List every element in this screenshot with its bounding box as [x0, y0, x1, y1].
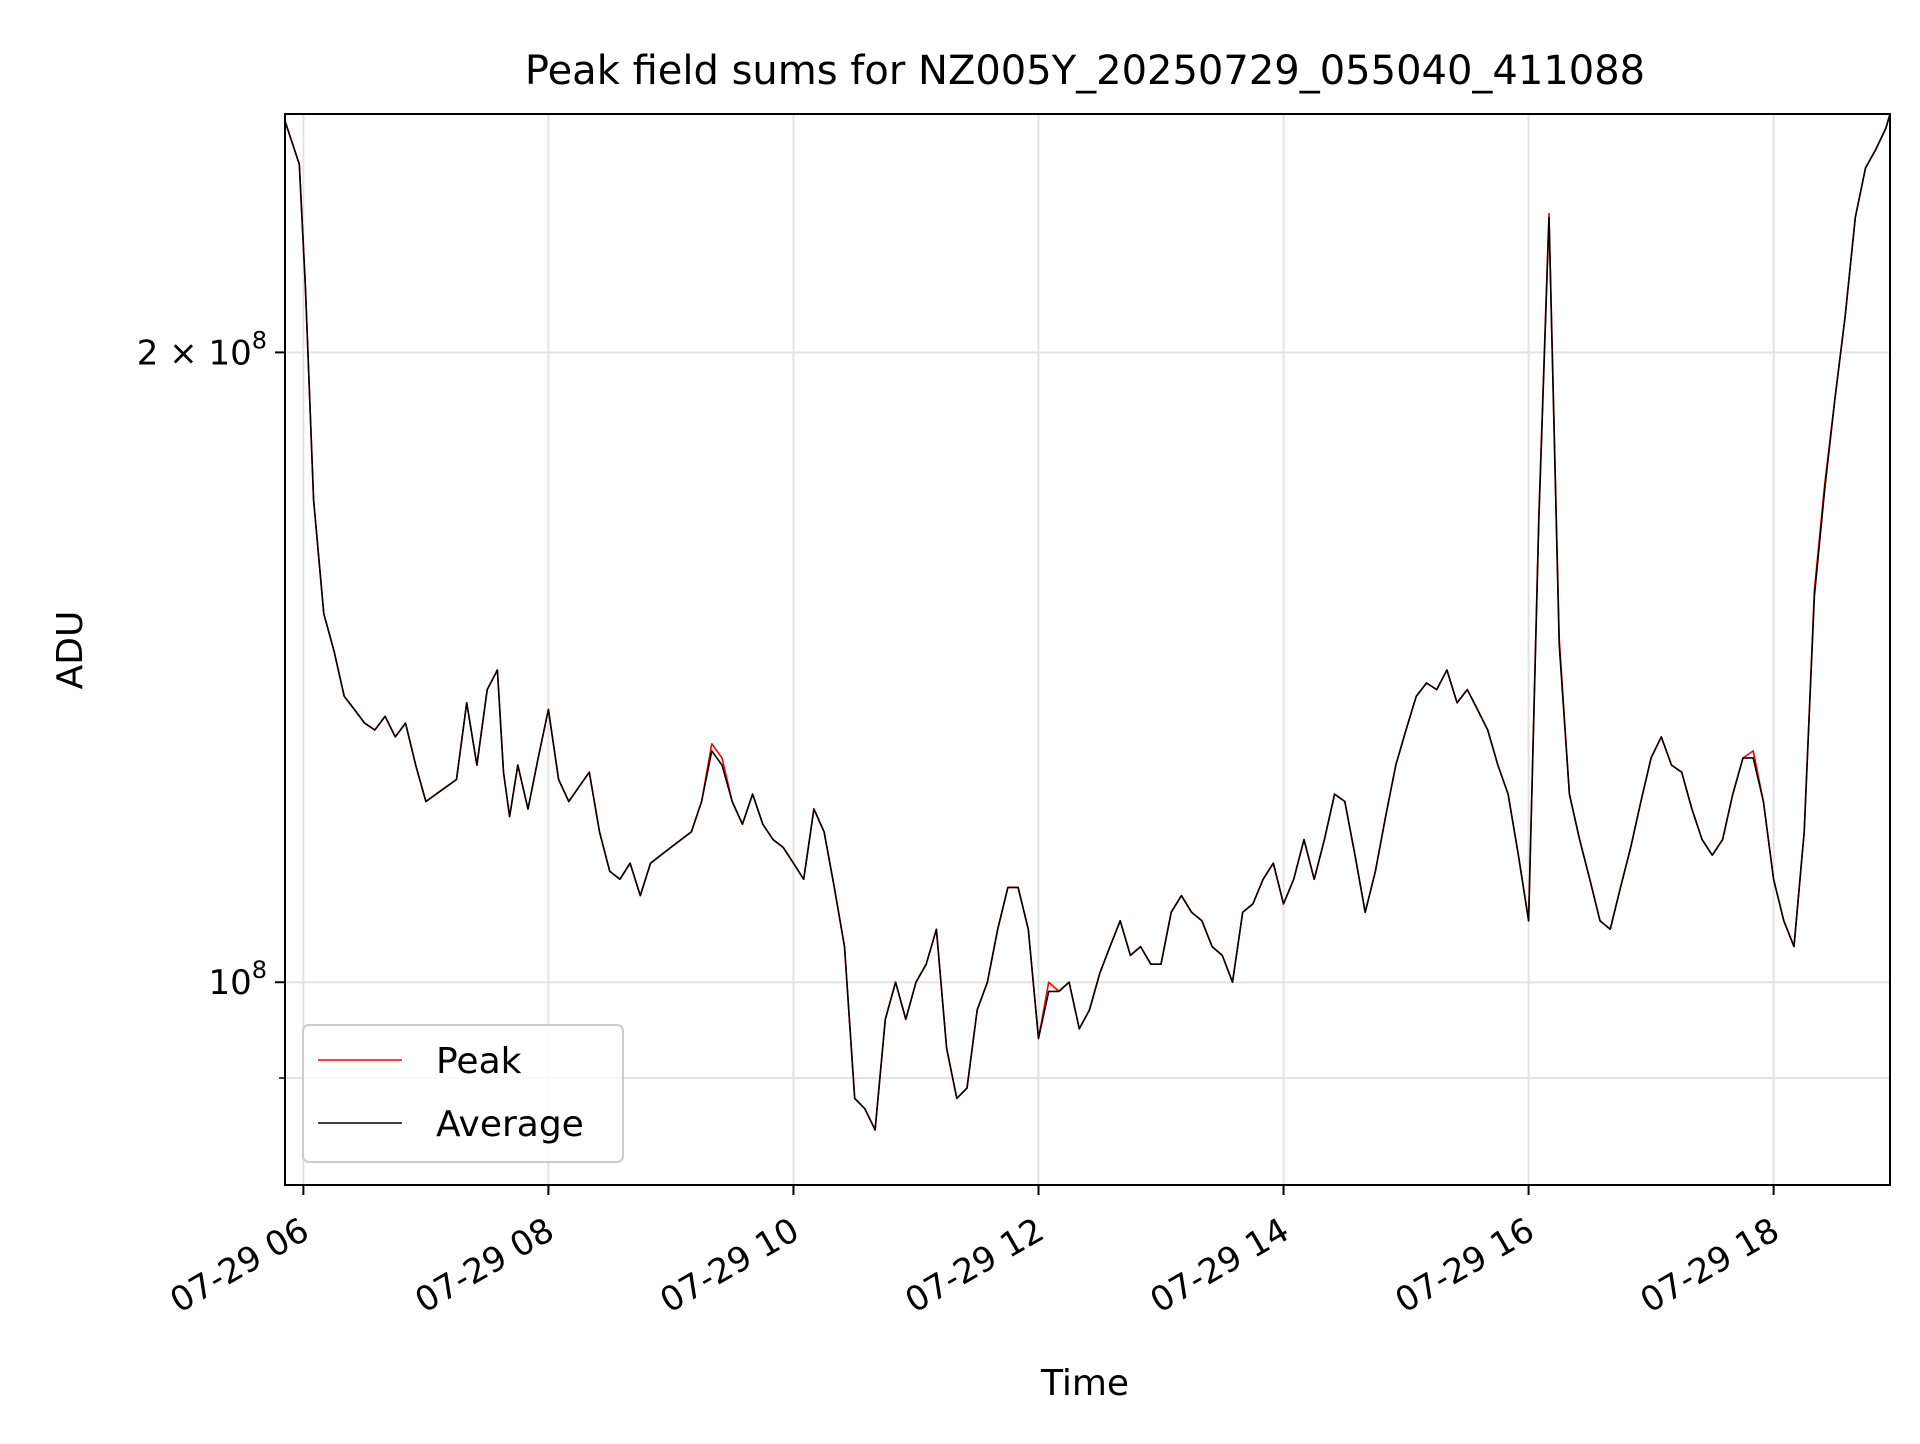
plot-lines	[284, 113, 1891, 1131]
legend-label-peak: Peak	[436, 1041, 522, 1082]
plot-frame	[284, 113, 1891, 1186]
legend: Peak Average	[302, 1024, 624, 1163]
y-tick-label: 108	[208, 956, 267, 1003]
chart-title: Peak field sums for NZ005Y_20250729_0550…	[525, 48, 1645, 94]
x-axis-label: Time	[1040, 1363, 1129, 1404]
grid	[285, 114, 1890, 1185]
series-line-average	[284, 113, 1891, 1131]
legend-label-average: Average	[436, 1104, 584, 1145]
y-axis-label: ADU	[50, 611, 91, 690]
y-tick-label: 2 × 108	[137, 326, 267, 373]
